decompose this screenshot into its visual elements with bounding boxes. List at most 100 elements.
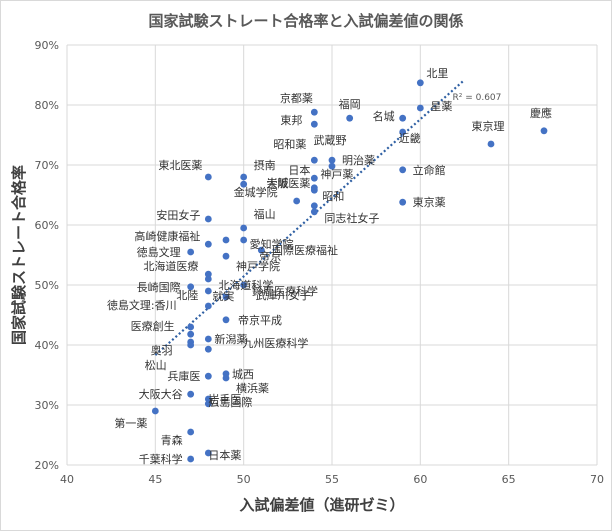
data-point <box>204 173 212 181</box>
data-label: 高崎健康福祉 <box>134 229 200 243</box>
data-point <box>187 248 195 256</box>
data-label: 東邦 <box>280 114 302 127</box>
data-point <box>222 293 230 301</box>
data-point <box>187 283 195 291</box>
data-label: 城西 <box>232 368 254 381</box>
data-label: 立命館 <box>413 163 446 177</box>
data-label: 近畿 <box>399 131 421 145</box>
data-label: 岩手医 <box>208 392 241 406</box>
data-point <box>204 449 212 457</box>
data-label: 就実 <box>212 289 234 303</box>
data-point <box>204 400 212 408</box>
data-point <box>310 156 318 164</box>
data-label: 帝京 <box>259 249 281 263</box>
data-point <box>240 224 248 232</box>
data-label: 大阪医薬 <box>266 176 310 190</box>
data-label: 新潟薬 <box>214 332 247 346</box>
data-label: 安田女子 <box>156 208 200 222</box>
data-point <box>222 374 230 382</box>
data-label: 青森 <box>161 433 183 447</box>
data-label: 広島国際 <box>208 395 252 409</box>
data-label: 昭和薬 <box>273 138 306 151</box>
data-label: 福山 <box>254 207 276 221</box>
data-label: 京都薬 <box>280 91 313 105</box>
data-label: 医療創生 <box>131 319 175 333</box>
data-point <box>204 335 212 343</box>
data-point <box>187 330 195 338</box>
x-axis-title: 入試偏差値（進研ゼミ） <box>239 496 404 514</box>
data-point <box>204 395 212 403</box>
data-point <box>310 120 318 128</box>
data-label: 帝京平成 <box>238 313 282 327</box>
data-label: 国際医療福祉 <box>272 243 338 257</box>
data-point <box>399 114 407 122</box>
data-label: 日本薬 <box>208 448 241 462</box>
data-point <box>310 184 318 192</box>
data-label: 明治薬 <box>342 153 375 167</box>
data-label: 千葉科学 <box>139 452 183 466</box>
chart-title: 国家試験ストレート合格率と入試偏差値の関係 <box>148 12 463 30</box>
data-point <box>151 407 159 415</box>
data-label: 鈴鹿医療科学 <box>252 284 318 298</box>
data-point <box>416 79 424 87</box>
data-label: 北陸 <box>176 289 198 302</box>
data-point <box>310 174 318 182</box>
data-label: 同志社女子 <box>324 211 379 225</box>
data-label: 兵庫医 <box>167 369 200 383</box>
y-tick-label: 30% <box>35 399 59 412</box>
data-points <box>151 79 548 463</box>
trendline <box>154 79 466 356</box>
data-point <box>222 236 230 244</box>
y-axis-title: 国家試験ストレート合格率 <box>10 165 28 345</box>
data-label: 東北医薬 <box>158 159 202 172</box>
data-label: 松山 <box>145 358 167 372</box>
data-label: 崇城 <box>267 177 289 190</box>
data-label: 徳島文理:香川 <box>107 298 177 312</box>
data-point <box>204 302 212 310</box>
data-point <box>240 180 248 188</box>
y-tick-label: 90% <box>35 39 59 52</box>
data-label: 武庫川女子 <box>256 288 311 302</box>
x-tick-label: 60 <box>413 473 427 486</box>
data-point <box>487 140 495 148</box>
data-label: 長崎国際 <box>137 280 181 294</box>
data-point <box>204 275 212 283</box>
data-point <box>187 341 195 349</box>
data-label: 神戸学院 <box>236 259 280 273</box>
y-tick-label: 80% <box>35 99 59 112</box>
y-tick-label: 50% <box>35 279 59 292</box>
y-tick-label: 70% <box>35 159 59 172</box>
data-label: 北里 <box>426 67 448 80</box>
data-point <box>399 166 407 174</box>
data-label: 愛知学院 <box>250 237 294 251</box>
data-point <box>222 316 230 324</box>
data-point <box>187 455 195 463</box>
data-point <box>187 323 195 331</box>
data-label: 徳島文理 <box>137 245 181 259</box>
data-point <box>257 246 265 254</box>
y-tick-label: 20% <box>35 459 59 472</box>
x-tick-label: 70 <box>590 473 604 486</box>
data-label: 福岡 <box>339 97 361 111</box>
data-point <box>204 345 212 353</box>
x-axis-ticks: 40 45 50 55 60 65 70 <box>60 473 604 486</box>
data-point <box>399 128 407 136</box>
data-point <box>399 198 407 206</box>
data-point <box>328 162 336 170</box>
y-axis-ticks: 20% 30% 40% 50% 60% 70% 80% 90% <box>35 39 59 472</box>
data-label: 横浜薬 <box>236 381 269 395</box>
data-label: 星薬 <box>430 100 452 113</box>
y-tick-label: 60% <box>35 219 59 232</box>
data-label: 北海道科学 <box>218 278 273 292</box>
data-label: 金城学院 <box>234 185 278 199</box>
x-tick-label: 65 <box>502 473 516 486</box>
data-point <box>240 281 248 289</box>
data-point <box>204 287 212 295</box>
data-label: 名城 <box>373 109 395 123</box>
data-label: 北海道医療 <box>143 259 198 273</box>
data-label: 東京理 <box>472 119 505 133</box>
data-point <box>204 372 212 380</box>
data-point <box>293 197 301 205</box>
